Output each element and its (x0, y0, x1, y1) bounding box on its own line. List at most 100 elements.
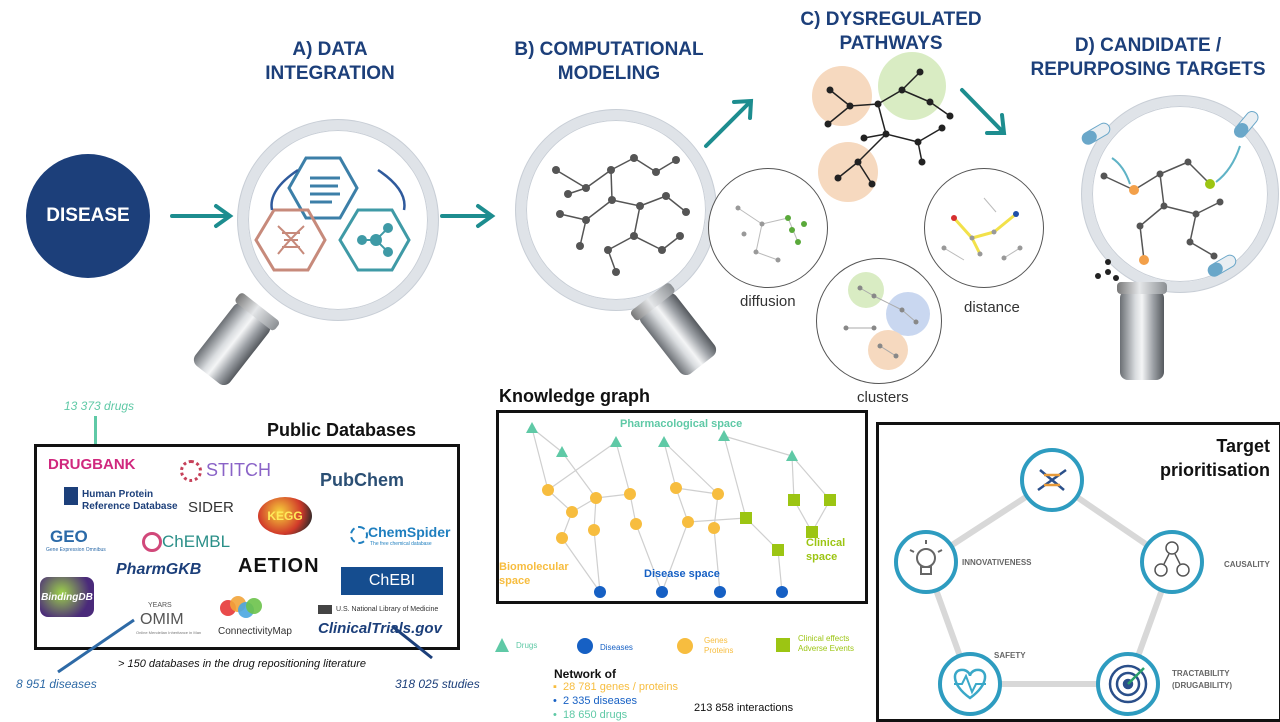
causality-circle (1140, 530, 1204, 594)
legend-diseases: Diseases (600, 643, 633, 652)
molecule-hexagon (338, 208, 411, 272)
candidate-target-green (1205, 179, 1215, 189)
connectivitymap-logo: ConnectivityMap (218, 626, 292, 637)
distance-caption: distance (964, 299, 1020, 316)
drugbank-logo: DRUGBANK (48, 456, 136, 473)
omim-logo: OMIM (140, 611, 184, 628)
chemspider-logo: ChemSpider (368, 524, 451, 540)
nlm-logo: U.S. National Library of Medicine (336, 606, 439, 613)
network-title: Network of (554, 667, 617, 681)
legend-drug-marker (495, 638, 509, 652)
heartbeat-icon (954, 673, 986, 695)
tractability-label: TRACTABILITY (DRUGABILITY) (1172, 669, 1232, 690)
omim-years: YEARS (148, 602, 172, 609)
legend-genes: Genes Proteins (704, 636, 734, 655)
distance-network (941, 197, 1023, 261)
drug-nodes (526, 422, 798, 461)
studies-count: 318 025 studies (395, 677, 480, 691)
stage-a-title: A) DATA INTEGRATION (265, 39, 395, 84)
innovativeness-label: INNOVATIVENESS (962, 558, 1032, 567)
chebi-logo: ChEBI (341, 567, 443, 595)
legend-drugs: Drugs (516, 641, 538, 650)
legend-disease-marker (577, 638, 593, 654)
knowledge-graph-title: Knowledge graph (499, 386, 651, 406)
public-databases-title: Public Databases (267, 420, 417, 440)
targets-network (1081, 110, 1259, 281)
drugs-count: 13 373 drugs (64, 399, 135, 413)
gene-nodes (542, 482, 724, 544)
geo-logo: GEO (50, 527, 88, 546)
aetion-logo: AETION (238, 555, 320, 577)
pharmgkb-logo: PharmGKB (116, 561, 202, 578)
network-genes-text: 28 781 genes / proteins (563, 681, 678, 693)
pharmacological-space-label: Pharmacological space (620, 418, 743, 430)
disease-space-label: Disease space (644, 568, 720, 580)
heart-icon (953, 668, 987, 700)
diffusion-lens (708, 168, 828, 288)
stage-b-title: B) COMPUTATIONAL MODELING (514, 39, 704, 84)
sider-logo: SIDER (188, 499, 234, 516)
databases-footnote: > 150 databases in the drug repositionin… (118, 658, 366, 670)
clinical-space-label: Clinical space (806, 537, 846, 563)
chembl-logo: ChEMBL (162, 532, 231, 551)
dna-hexagon (254, 208, 327, 272)
arrow-disease-to-integration (170, 204, 234, 228)
clusters-network (843, 272, 930, 370)
bindingdb-logo: BindingDB (40, 577, 94, 617)
connectivitymap-icon (220, 596, 262, 618)
chemspider-sub: The free chemical database (370, 541, 432, 547)
modeling-network (552, 154, 690, 276)
omim-sub: Online Mendelian Inheritance in Man (136, 630, 202, 635)
database-connectors (57, 618, 433, 674)
integration-hexagons (254, 156, 411, 272)
geo-logo-sub: Gene Expression Omnibus (46, 547, 106, 553)
clusters-caption: clusters (857, 389, 909, 406)
stage-c-title: C) DYSREGULATED PATHWAYS (800, 9, 982, 54)
chemspider-icon (350, 526, 368, 544)
dysregulated-pathways-network (812, 52, 954, 202)
legend-clinical-marker (776, 638, 790, 652)
disease-label: DISEASE (46, 205, 130, 226)
pill-icon (1081, 122, 1111, 145)
pubchem-logo: PubChem (320, 470, 405, 490)
targets-lens-handle (1117, 282, 1167, 380)
hprd-icon (64, 487, 78, 505)
kegg-logo-text: KEGG (267, 509, 303, 523)
safety-label: SAFETY (994, 651, 1026, 660)
target-icon (1108, 664, 1148, 704)
diffusion-network (735, 205, 807, 263)
distance-lens (924, 168, 1044, 288)
causality-icon (1154, 541, 1190, 577)
pill-icon-3 (1207, 254, 1237, 277)
dna-icon (1037, 468, 1067, 492)
kegg-logo: KEGG (258, 497, 312, 535)
arrow-pathways-to-targets (960, 88, 1007, 135)
document-hexagon (287, 156, 359, 220)
network-genes: ▪ 28 781 genes / proteins (553, 681, 678, 693)
network-diseases-text: 2 335 diseases (562, 695, 637, 707)
disease-nodes (594, 586, 788, 598)
ctgov-logo: ClinicalTrials.gov (318, 620, 442, 637)
arrow-modeling-to-pathways (704, 98, 754, 148)
stitch-logo: STITCH (206, 460, 271, 480)
legend-gene-marker (677, 638, 693, 654)
legend-clinical: Clinical effects Adverse Events (798, 634, 855, 653)
stage-d-title: D) CANDIDATE / REPURPOSING TARGETS (1030, 35, 1266, 80)
arrow-integration-to-modeling (440, 204, 496, 228)
diseases-count: 8 951 diseases (16, 677, 97, 691)
chembl-icon (142, 532, 162, 552)
bindingdb-logo-text: BindingDB (41, 591, 93, 603)
lightbulb-icon (909, 540, 943, 575)
biomolecular-space-label: Biomolecular space (499, 561, 569, 587)
diffusion-caption: diffusion (740, 293, 796, 310)
drugs-connector (94, 416, 97, 446)
network-interactions: 213 858 interactions (694, 702, 794, 714)
candidate-target-orange (1129, 185, 1139, 195)
clinical-nodes (740, 494, 836, 556)
integration-lens (238, 120, 438, 320)
nih-icon (318, 605, 332, 614)
causality-label: CAUSALITY (1224, 560, 1270, 569)
candidate-target-orange-2 (1139, 255, 1149, 265)
pipeline-arrows (170, 88, 1007, 228)
pill-icon-2 (1233, 110, 1259, 138)
